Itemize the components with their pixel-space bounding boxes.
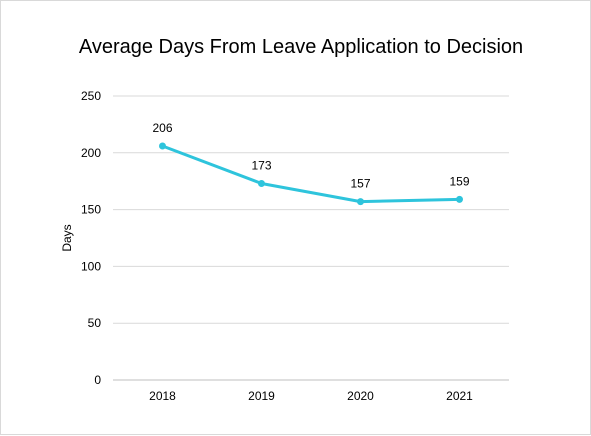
- gridlines: [113, 95, 509, 381]
- data-point: [456, 195, 463, 203]
- y-tick-label: 150: [81, 203, 101, 217]
- series-group: [159, 142, 463, 206]
- data-point: [258, 179, 265, 187]
- data-label: 206: [152, 121, 172, 135]
- series-line: [161, 144, 461, 204]
- data-label: 173: [251, 158, 271, 172]
- chart-title: Average Days From Leave Application to D…: [79, 36, 523, 58]
- data-label: 157: [350, 177, 370, 191]
- y-tick-label: 0: [94, 373, 101, 387]
- x-tick-label: 2021: [446, 389, 473, 403]
- x-tick-label: 2019: [248, 389, 275, 403]
- data-label: 159: [449, 174, 469, 188]
- x-tick-label: 2018: [149, 389, 176, 403]
- data-point: [159, 142, 166, 150]
- y-axis-ticks: 0 50 100 150 200 250: [81, 89, 101, 387]
- y-tick-label: 250: [81, 89, 101, 103]
- x-axis-ticks: 2018 2019 2020 2021: [149, 389, 473, 403]
- data-point: [357, 198, 364, 206]
- y-axis-label: Days: [60, 224, 74, 251]
- y-tick-label: 200: [81, 146, 101, 160]
- data-labels: 206 173 157 159: [152, 121, 469, 191]
- y-tick-label: 100: [81, 259, 101, 273]
- y-tick-label: 50: [88, 316, 102, 330]
- x-tick-label: 2020: [347, 389, 374, 403]
